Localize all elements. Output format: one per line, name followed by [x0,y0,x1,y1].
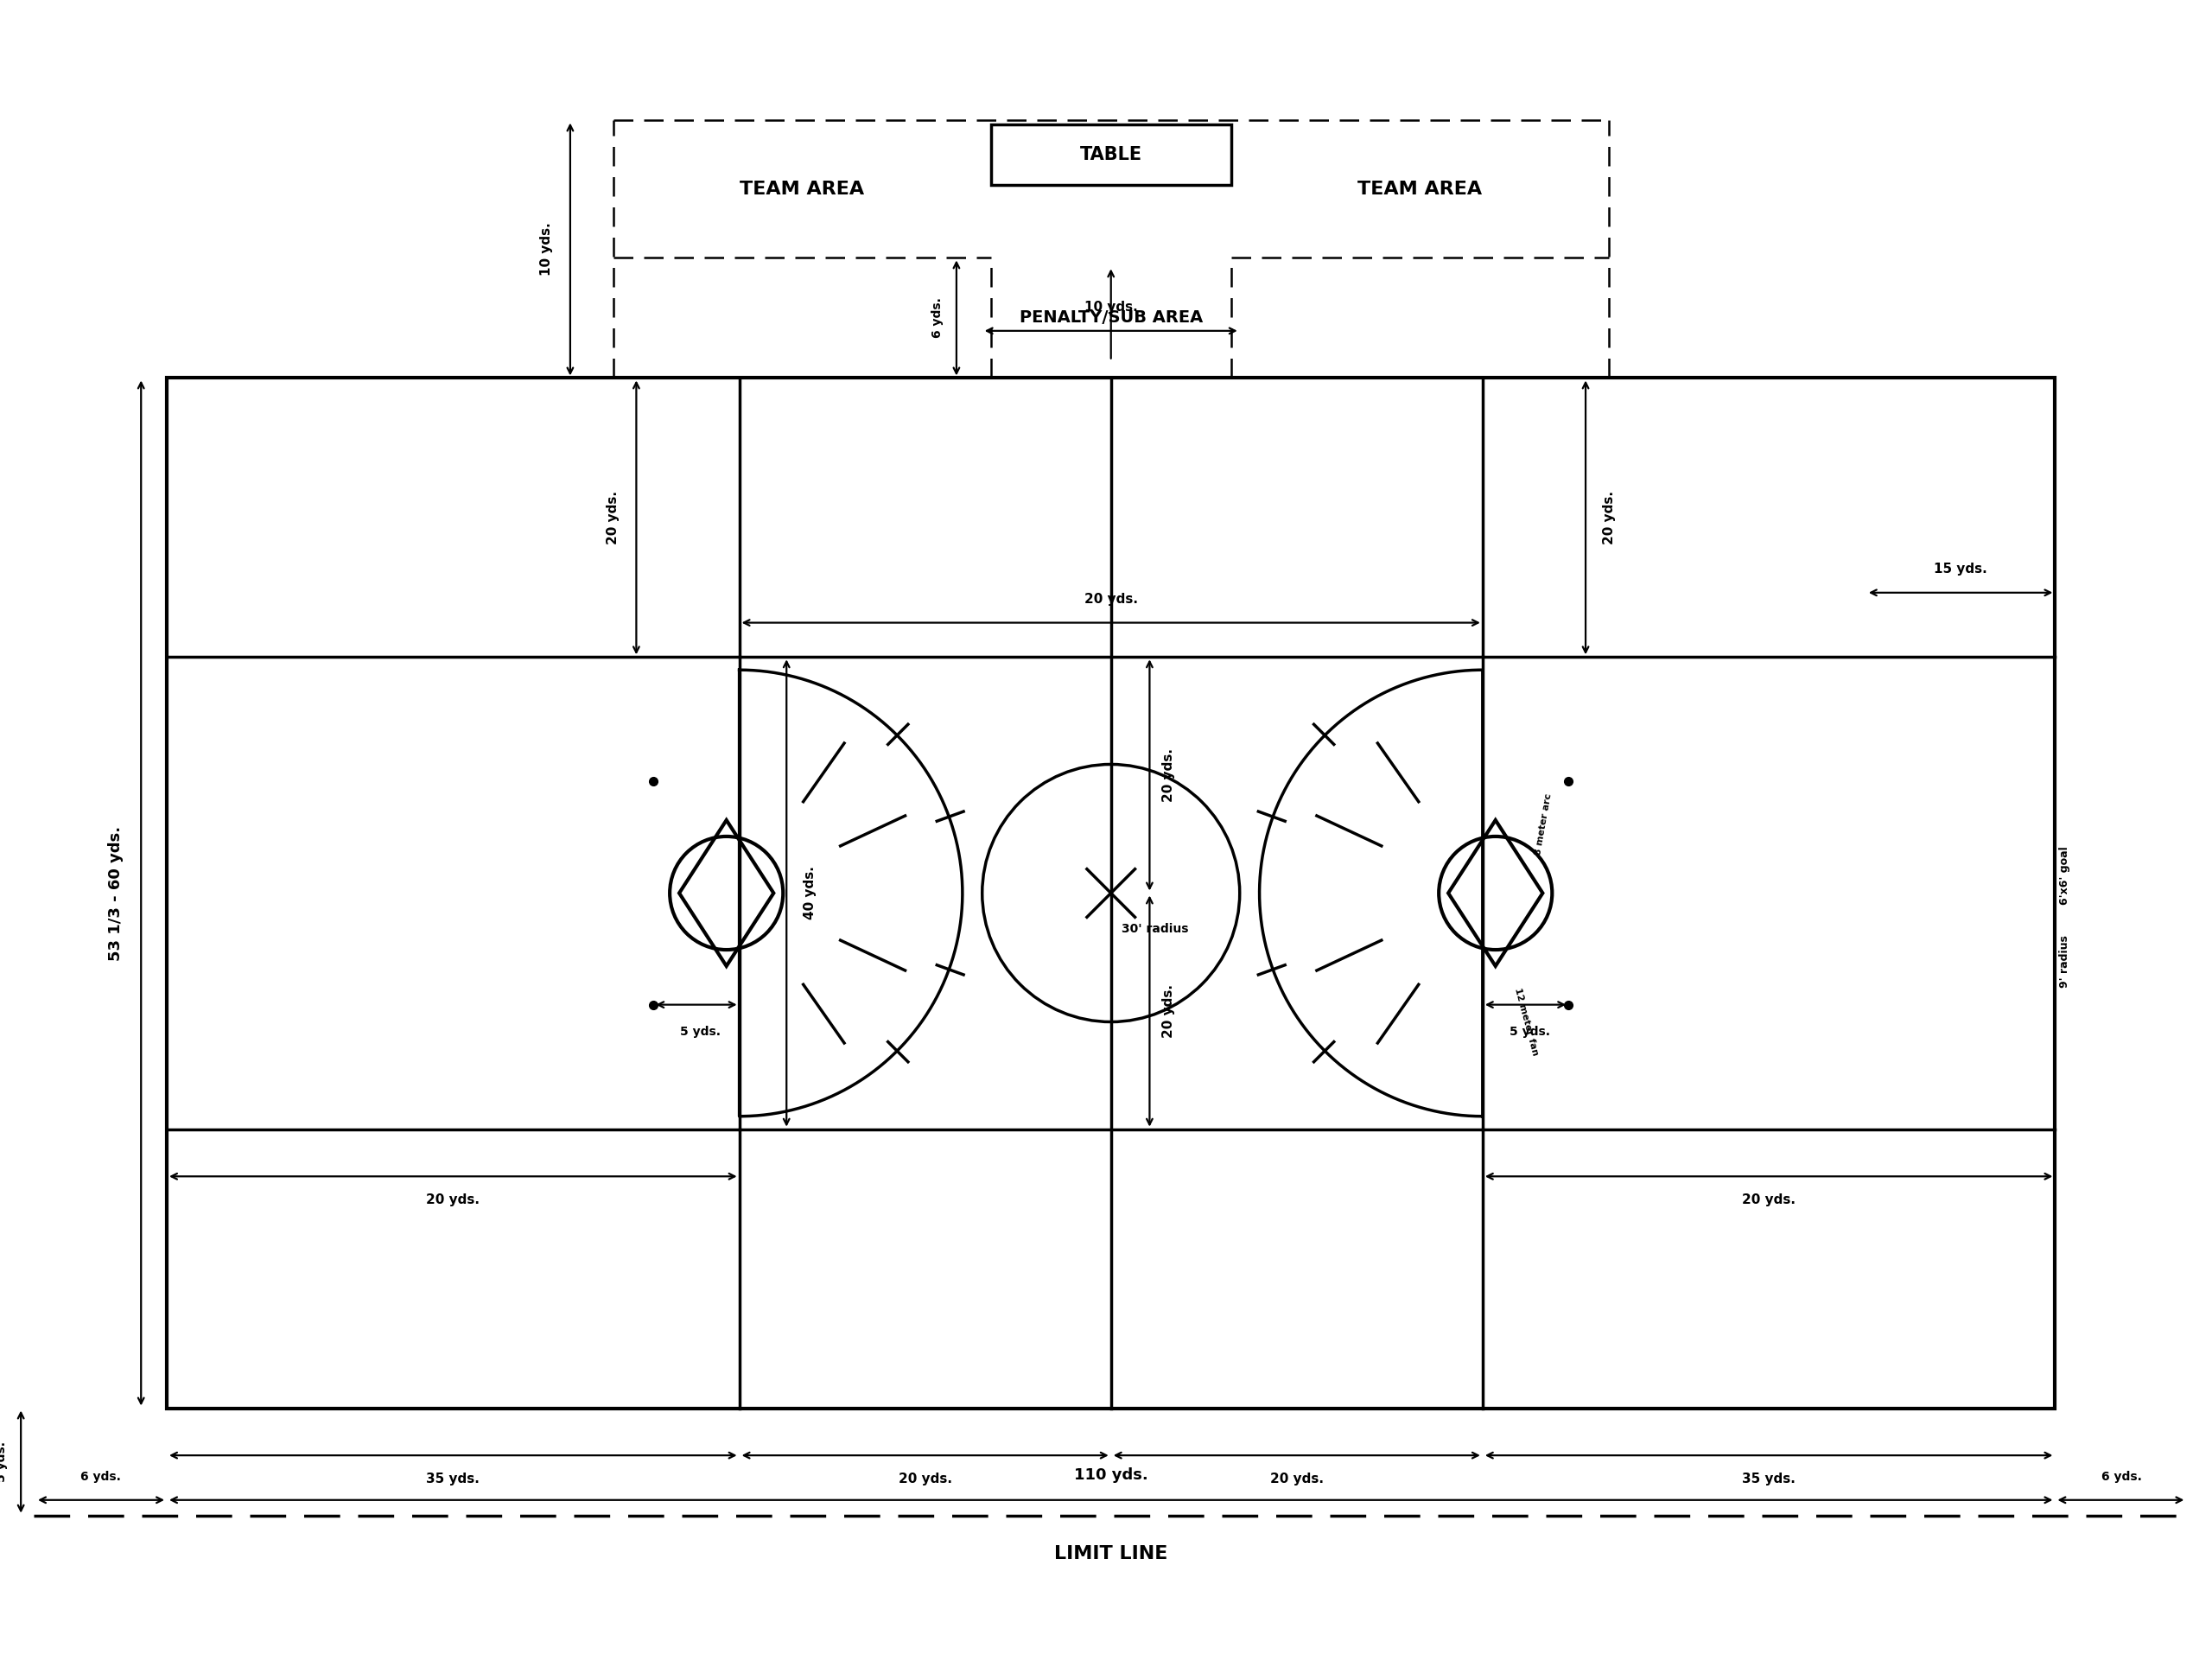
Text: 20 yds.: 20 yds. [1604,491,1615,544]
Text: 20 yds.: 20 yds. [1084,592,1137,605]
Text: 20 yds.: 20 yds. [898,1472,951,1485]
Text: 12 meter fan: 12 meter fan [1513,987,1540,1057]
Text: 20 yds.: 20 yds. [1270,1472,1323,1485]
Text: 6'x6' goal: 6'x6' goal [2059,847,2070,905]
Text: 5 yds.: 5 yds. [681,1025,721,1039]
Bar [991,124,1232,185]
Text: 5 yds.: 5 yds. [0,1442,9,1482]
Text: 20 yds.: 20 yds. [427,1194,480,1206]
Text: 20 yds.: 20 yds. [1164,748,1175,802]
Text: 6 yds.: 6 yds. [2101,1470,2141,1484]
Text: 40 yds.: 40 yds. [803,867,816,920]
Text: 15 yds.: 15 yds. [1933,562,1986,576]
Text: 20 yds.: 20 yds. [1743,1194,1796,1206]
Text: 20 yds.: 20 yds. [606,491,619,544]
Text: 53 1/3 - 60 yds.: 53 1/3 - 60 yds. [108,825,124,961]
Text: 10 yds.: 10 yds. [1084,301,1137,314]
Text: 5 yds.: 5 yds. [1509,1025,1551,1039]
Bar [166,379,2055,1408]
Text: 8 meter arc: 8 meter arc [1535,792,1553,857]
Text: PENALTY/SUB AREA: PENALTY/SUB AREA [1020,309,1203,326]
Text: TABLE: TABLE [1079,146,1141,164]
Text: 20 yds.: 20 yds. [1164,984,1175,1039]
Text: 35 yds.: 35 yds. [427,1472,480,1485]
Text: 35 yds.: 35 yds. [1743,1472,1796,1485]
Text: LIMIT LINE: LIMIT LINE [1055,1545,1168,1563]
Text: 6 yds.: 6 yds. [931,298,945,337]
Text: TEAM AREA: TEAM AREA [1358,180,1482,198]
Text: 10 yds.: 10 yds. [540,223,553,276]
Text: 6 yds.: 6 yds. [80,1470,119,1484]
Text: TEAM AREA: TEAM AREA [739,180,865,198]
Text: 30' radius: 30' radius [1121,923,1188,935]
Text: 110 yds.: 110 yds. [1073,1467,1148,1484]
Text: 9' radius: 9' radius [2059,936,2070,987]
